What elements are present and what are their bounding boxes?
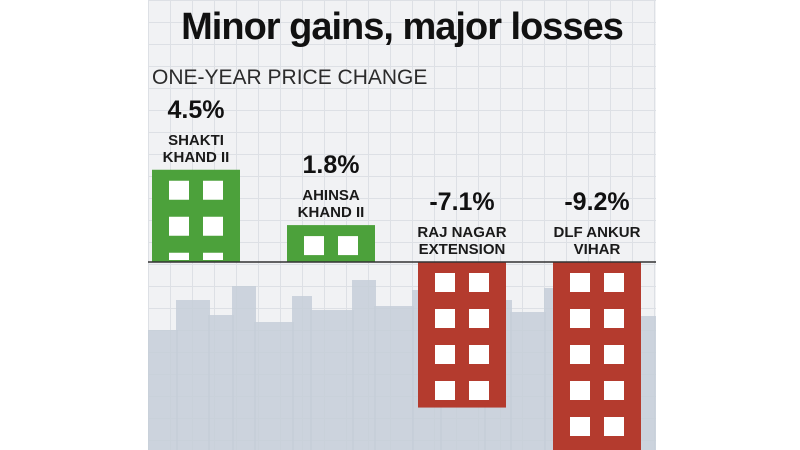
- bar-group-ahinsa-khand-ii: [287, 225, 375, 262]
- value-label-ahinsa-khand-ii: 1.8%: [303, 151, 360, 179]
- window: [169, 252, 189, 260]
- value-label-dlf-ankur-vihar: -9.2%: [564, 188, 629, 216]
- window: [604, 273, 624, 292]
- window: [570, 381, 590, 400]
- window: [604, 417, 624, 436]
- skyline-building: [292, 296, 312, 450]
- category-label-raj-nagar-extension: RAJ NAGAR: [417, 224, 506, 241]
- bar-dlf-ankur-vihar: [553, 262, 641, 450]
- window: [169, 216, 189, 236]
- window: [435, 345, 455, 364]
- window: [570, 273, 590, 292]
- window: [570, 345, 590, 364]
- value-label-raj-nagar-extension: -7.1%: [429, 188, 494, 216]
- skyline-building: [208, 315, 234, 450]
- skyline-building: [254, 322, 294, 450]
- window: [570, 417, 590, 436]
- skyline-building: [510, 312, 546, 450]
- window: [203, 252, 223, 260]
- bar-group-raj-nagar-extension: [418, 262, 506, 408]
- window: [469, 309, 489, 328]
- skyline-building: [176, 300, 210, 450]
- window: [203, 216, 223, 236]
- category-label-dlf-ankur-vihar: VIHAR: [574, 241, 621, 258]
- window: [604, 345, 624, 364]
- category-label-raj-nagar-extension: EXTENSION: [419, 241, 506, 258]
- window: [435, 309, 455, 328]
- window: [469, 345, 489, 364]
- category-label-ahinsa-khand-ii: AHINSA: [302, 187, 360, 204]
- window: [604, 381, 624, 400]
- bar-group-dlf-ankur-vihar: [553, 262, 641, 450]
- skyline-building: [310, 310, 354, 450]
- window: [169, 180, 189, 200]
- window: [203, 180, 223, 200]
- value-label-shakti-khand-ii: 4.5%: [168, 96, 225, 124]
- bar-shakti-khand-ii: [152, 169, 240, 262]
- window: [469, 381, 489, 400]
- category-label-shakti-khand-ii: SHAKTI: [168, 132, 224, 149]
- window: [469, 273, 489, 292]
- skyline-building: [148, 330, 178, 450]
- bar-group-shakti-khand-ii: [152, 169, 240, 262]
- bar-ahinsa-khand-ii: [287, 225, 375, 262]
- window: [570, 309, 590, 328]
- category-label-shakti-khand-ii: KHAND II: [163, 149, 230, 166]
- window: [304, 236, 324, 256]
- chart-panel: SHAKTI KHAND II 4.5% AHINSA KHAND II 1.8% RAJ …: [148, 0, 656, 450]
- category-label-ahinsa-khand-ii: KHAND II: [298, 204, 365, 221]
- window: [435, 381, 455, 400]
- skyline-building: [232, 286, 256, 450]
- chart-title: Minor gains, major losses: [181, 6, 624, 48]
- bar-raj-nagar-extension: [418, 262, 506, 408]
- window: [435, 273, 455, 292]
- chart-subtitle: ONE-YEAR PRICE CHANGE: [152, 66, 428, 89]
- category-label-dlf-ankur-vihar: DLF ANKUR: [554, 224, 641, 241]
- skyline-building: [374, 306, 414, 450]
- skyline-building: [352, 280, 376, 450]
- window: [604, 309, 624, 328]
- window: [338, 236, 358, 256]
